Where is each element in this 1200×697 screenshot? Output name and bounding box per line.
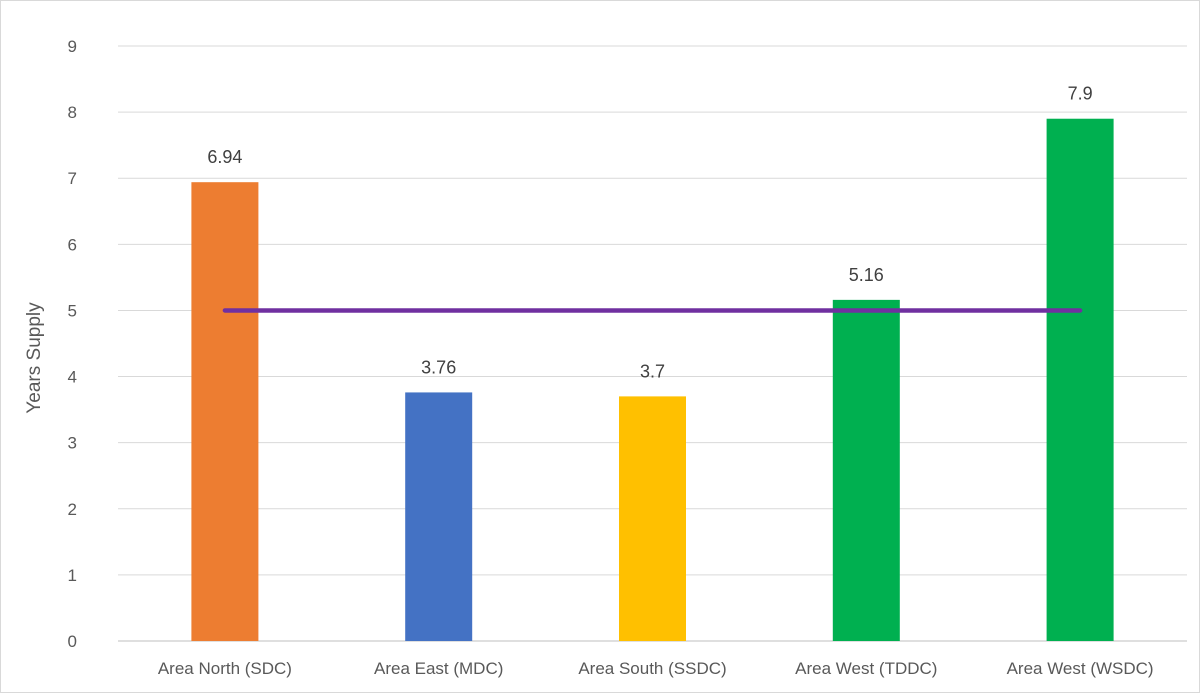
- y-tick-label: 9: [68, 37, 77, 56]
- y-tick-label: 2: [68, 500, 77, 519]
- x-tick-label: Area West (WSDC): [1007, 659, 1154, 678]
- bar: [619, 396, 686, 641]
- y-tick-label: 7: [68, 169, 77, 188]
- y-tick-label: 8: [68, 103, 77, 122]
- data-label: 3.76: [421, 357, 456, 377]
- x-tick-label: Area West (TDDC): [795, 659, 937, 678]
- bar: [191, 182, 259, 641]
- x-tick-label: Area South (SSDC): [578, 659, 726, 678]
- bar: [832, 299, 900, 641]
- bar: [1046, 118, 1114, 641]
- x-axis-ticks: Area North (SDC) Area East (MDC) Area Sout…: [158, 659, 1154, 678]
- y-tick-label: 4: [68, 368, 77, 387]
- data-label: 3.7: [640, 361, 665, 381]
- y-axis-ticks: 0 1 2 3 4 5 6 7 8 9: [68, 37, 77, 651]
- y-tick-label: 1: [68, 566, 77, 585]
- data-labels: 6.94 3.76 3.7 5.16 7.9: [207, 84, 1092, 382]
- bars: [191, 118, 1114, 641]
- bar: [405, 392, 473, 641]
- y-tick-label: 5: [68, 301, 77, 320]
- data-label: 7.9: [1068, 84, 1093, 104]
- y-axis-title: Years Supply: [24, 302, 45, 414]
- data-label: 6.94: [207, 147, 242, 167]
- x-tick-label: Area North (SDC): [158, 659, 292, 678]
- data-label: 5.16: [849, 265, 884, 285]
- y-tick-label: 3: [68, 434, 77, 453]
- y-tick-label: 6: [68, 235, 77, 254]
- y-tick-label: 0: [68, 632, 77, 651]
- x-tick-label: Area East (MDC): [374, 659, 503, 678]
